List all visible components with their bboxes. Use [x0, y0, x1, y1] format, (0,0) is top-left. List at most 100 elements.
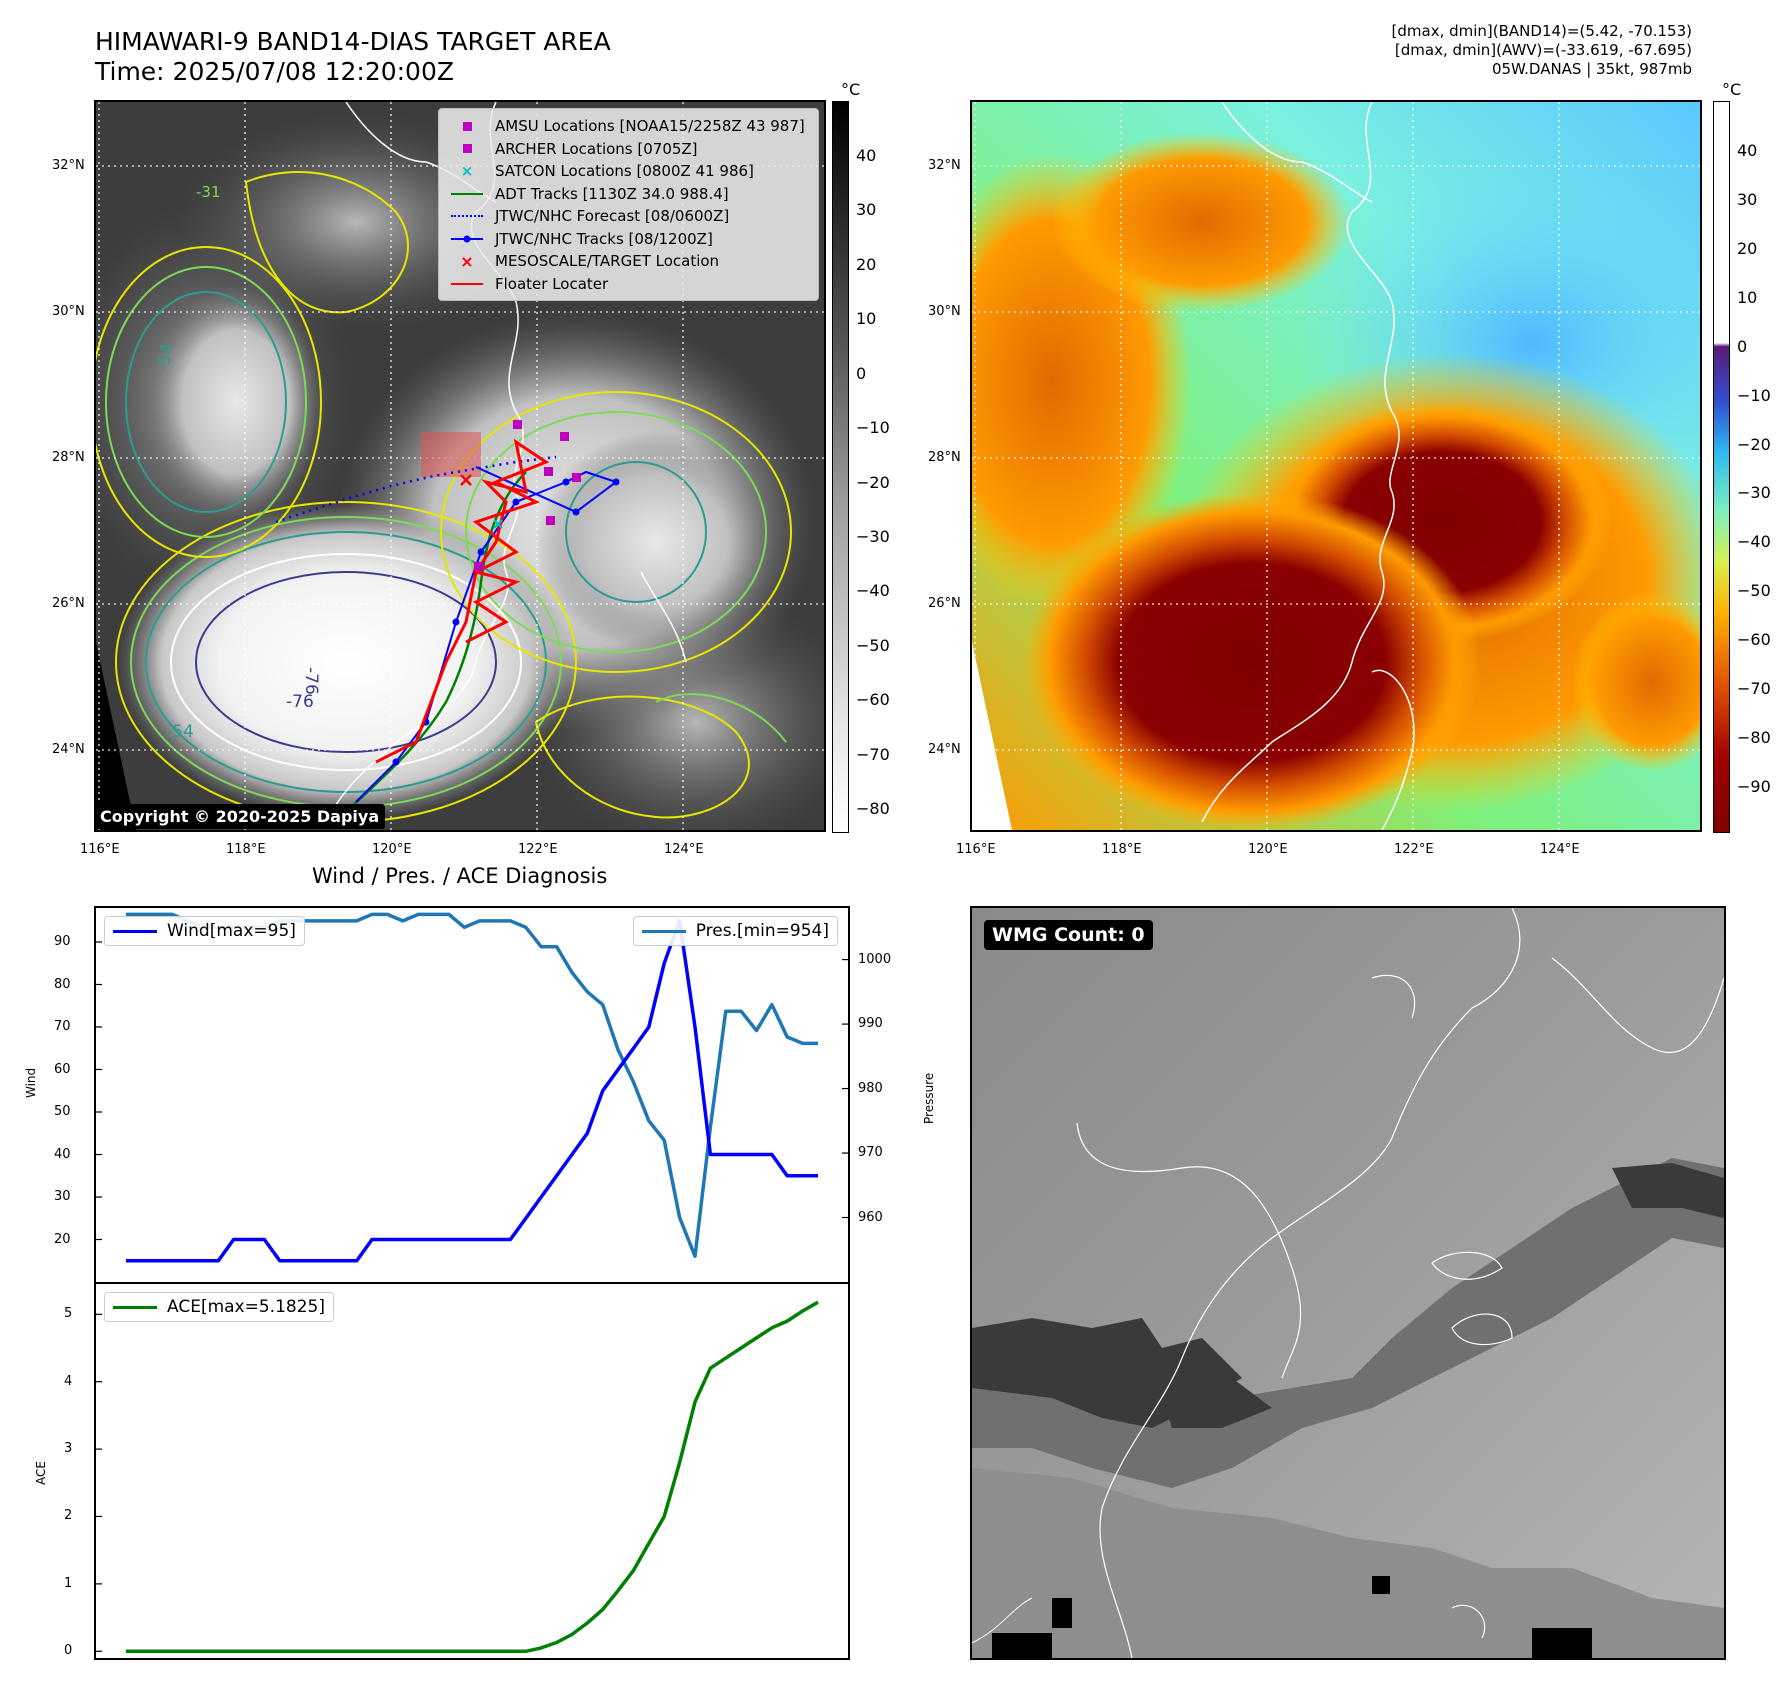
lat-tick: 28°N: [928, 450, 961, 465]
colorbar-tick: −40: [1737, 532, 1771, 552]
title-line-time: Time: 2025/07/08 12:20:00Z: [95, 57, 454, 86]
pressure-legend-label: Pres.[min=954]: [695, 921, 829, 941]
colorbar-tick: −60: [856, 690, 890, 710]
lon-tick: 120°E: [1248, 842, 1288, 857]
axis-tick-label: 90: [54, 934, 71, 949]
amsu-archer-markers: [474, 420, 581, 571]
colorbar-tick: −20: [1737, 434, 1771, 454]
lat-tick: 26°N: [52, 596, 85, 611]
lon-tick: 122°E: [518, 842, 558, 857]
lon-tick: 122°E: [1394, 842, 1434, 857]
floater-box: [421, 432, 481, 477]
diagnosis-title: Wind / Pres. / ACE Diagnosis: [312, 864, 608, 888]
colorbar-tick: −80: [1737, 728, 1771, 748]
contour-label: -54: [166, 722, 194, 742]
lon-tick: 118°E: [226, 842, 266, 857]
legend-label: Floater Locater: [495, 274, 609, 293]
axis-tick-label: 5: [64, 1306, 73, 1322]
axis-tick-label: 3: [64, 1441, 73, 1457]
right-colorbar-unit: °C: [1722, 80, 1742, 99]
ace-legend: ACE[max=5.1825]: [104, 1292, 334, 1322]
axis-tick-label: 60: [54, 1061, 71, 1077]
colorbar-tick: −60: [1737, 630, 1771, 650]
axis-tick-label: 30: [54, 1189, 71, 1204]
axis-tick-label: 4: [64, 1373, 73, 1389]
amsu-square-marker-icon: [447, 118, 487, 134]
lat-tick: 24°N: [52, 742, 85, 757]
colorbar-tick: −50: [856, 635, 890, 655]
legend-label: JTWC/NHC Forecast [08/0600Z]: [495, 207, 730, 226]
axis-tick-label: 70: [54, 1019, 71, 1034]
map-legend: AMSU Locations [NOAA15/2258Z 43 987] ARC…: [438, 108, 819, 301]
colorbar-tick: 40: [1737, 141, 1758, 160]
colorbar-tick: −20: [856, 472, 890, 492]
axis-tick-label: 970: [858, 1145, 883, 1161]
lat-tick: 32°N: [52, 158, 85, 173]
satcon-x-marker-icon: ×: [460, 162, 474, 181]
lon-tick: 118°E: [1102, 842, 1142, 857]
contour-label: -31: [196, 183, 221, 201]
ace-ylabel: ACE: [34, 1461, 48, 1485]
ace-legend-label: ACE[max=5.1825]: [167, 1297, 325, 1317]
pressure-series-line: [126, 912, 818, 1258]
colorbar-tick: 40: [856, 146, 877, 165]
axis-tick-label: 990: [858, 1016, 883, 1032]
legend-item-tracks: JTWC/NHC Tracks [08/1200Z]: [447, 228, 810, 251]
colorbar-tick: 0: [1737, 336, 1748, 356]
axis-tick-label: 2: [64, 1508, 73, 1524]
colorbar-tick: −80: [856, 799, 890, 818]
lon-tick: 124°E: [1540, 842, 1580, 857]
wmg-panel: WMG Count: 0: [970, 906, 1726, 1660]
title-line-satellite: HIMAWARI-9 BAND14-DIAS TARGET AREA: [95, 27, 611, 56]
ace-line-icon: [113, 1305, 157, 1309]
copyright-badge: Copyright © 2020-2025 Dapiya: [96, 804, 386, 829]
lon-tick: 116°E: [80, 842, 120, 857]
legend-label: SATCON Locations [0800Z 41 986]: [495, 162, 754, 181]
colorbar-tick: 30: [1737, 189, 1758, 209]
axis-tick-label: 50: [54, 1104, 71, 1119]
colorbar-tick: −10: [856, 418, 890, 438]
wind-pressure-chart: [96, 912, 848, 1263]
legend-item-archer: ARCHER Locations [0705Z]: [447, 138, 810, 161]
adt-track-line: [335, 471, 527, 823]
pressure-legend: Pres.[min=954]: [632, 916, 838, 946]
ir-map-panel: -76 -76 -54 -54 -31 Copyright © 2020-202…: [94, 100, 826, 832]
axis-tick-label: 980: [858, 1080, 883, 1096]
contour-label: -76: [286, 692, 314, 712]
wind-legend: Wind[max=95]: [104, 916, 305, 946]
axis-tick-label: 1: [64, 1575, 73, 1591]
lon-tick: 124°E: [664, 842, 704, 857]
lat-tick: 24°N: [928, 742, 961, 757]
stats-awv: [dmax, dmin](AWV)=(-33.619, -67.695): [1394, 41, 1692, 59]
figure-title: HIMAWARI-9 BAND14-DIAS TARGET AREA Time:…: [95, 27, 611, 87]
floater-line-icon: [447, 276, 487, 292]
archer-square-marker-icon: [447, 141, 487, 157]
target-marker: [460, 474, 472, 486]
wind-line-icon: [113, 929, 157, 933]
ir-map-gridlines: [96, 102, 824, 830]
colorbar-tick: 10: [856, 309, 877, 329]
ace-panel: ACE[max=5.1825]: [94, 1282, 850, 1660]
lat-tick: 30°N: [928, 304, 961, 319]
stats-storm: 05W.DANAS | 35kt, 987mb: [1491, 60, 1692, 78]
track-line-dot-icon: [447, 231, 487, 247]
satcon-markers: [493, 519, 503, 529]
legend-item-adt: ADT Tracks [1130Z 34.0 988.4]: [447, 183, 810, 206]
axis-tick-label: 40: [54, 1146, 71, 1162]
colorbar-tick: 30: [856, 200, 877, 220]
contour-label: -76: [301, 667, 321, 695]
legend-label: AMSU Locations [NOAA15/2258Z 43 987]: [495, 117, 805, 136]
floater-locater-path: [375, 438, 550, 764]
colorbar-tick: −30: [856, 526, 890, 546]
target-x-marker-icon: ×: [460, 251, 474, 271]
forecast-dotted-line-icon: [447, 208, 487, 224]
lon-tick: 120°E: [372, 842, 412, 857]
legend-label: JTWC/NHC Tracks [08/1200Z]: [495, 229, 713, 248]
wind-series-line: [126, 919, 818, 1263]
awv-map-image: [972, 102, 1700, 830]
axis-tick-label: 20: [54, 1231, 71, 1247]
lat-tick: 30°N: [52, 304, 85, 319]
ace-chart: [96, 1300, 819, 1654]
awv-map-gridlines: [972, 102, 1700, 830]
colorbar-tick: 0: [856, 363, 867, 383]
